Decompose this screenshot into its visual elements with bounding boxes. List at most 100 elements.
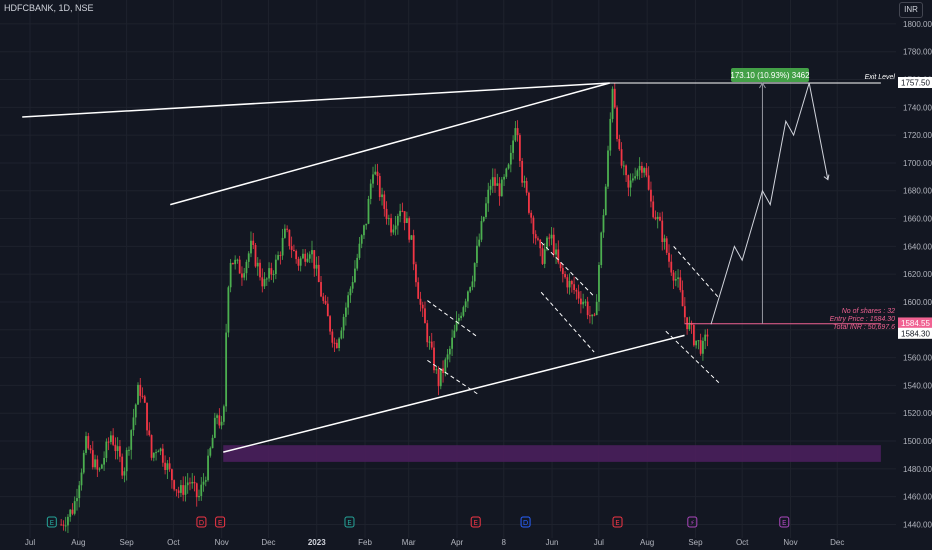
candle-up [229, 262, 232, 288]
candle-down [385, 208, 388, 220]
candle-up [265, 278, 268, 280]
event-marker-glyph: E [782, 519, 786, 527]
candle-up [467, 291, 469, 302]
candle-down [415, 264, 417, 283]
candle-down [577, 291, 580, 299]
candle-down [650, 189, 652, 202]
candle-down [164, 462, 167, 470]
candle-down [173, 480, 176, 490]
candle-up [503, 176, 505, 180]
candle-up [315, 264, 318, 269]
candle-up [67, 516, 69, 526]
candle-down [112, 435, 115, 445]
candle-up [157, 451, 160, 453]
candle-up [64, 525, 67, 527]
candle-down [290, 246, 293, 250]
channel-dashed-line [540, 291, 595, 353]
x-tick-label: Jul [594, 538, 604, 547]
event-marker-glyph: ⚡ [690, 519, 695, 527]
x-tick-label: Apr [451, 538, 464, 547]
candle-up [555, 249, 557, 255]
candle-up [220, 421, 223, 426]
candle-down [433, 347, 435, 371]
candle-up [198, 495, 200, 498]
forecast-arrowhead [823, 174, 830, 181]
x-tick-label: Aug [71, 538, 85, 547]
candle-down [91, 450, 94, 468]
candle-up [451, 337, 453, 349]
candle-up [629, 180, 632, 188]
candle-down [699, 340, 702, 354]
candle-up [509, 152, 512, 165]
candle-up [444, 359, 447, 373]
demand-zone [223, 445, 881, 462]
event-marker [520, 516, 531, 528]
price-label-last: 1584.55 [901, 319, 930, 328]
x-tick-label: Oct [167, 538, 180, 547]
candle-up [591, 314, 594, 317]
candle-up [272, 274, 275, 276]
y-tick-label: 1500.00 [903, 437, 932, 446]
candle-down [516, 128, 519, 136]
candle-down [548, 237, 551, 239]
gain-badge-text: 173.10 (10.93%) 3462 [730, 71, 810, 80]
symbol-title: HDFCBANK, 1D, NSE [4, 3, 94, 13]
candle-down [279, 255, 282, 257]
event-markers-layer: E D E E E D E ⚡ E [46, 516, 790, 528]
x-tick-label: Jun [546, 538, 559, 547]
candle-up [222, 406, 225, 422]
candle-up [543, 249, 546, 264]
candle-down [692, 325, 695, 346]
candle-down [670, 261, 673, 273]
candle-up [609, 118, 612, 151]
position-info-line: No of shares : 32 [842, 308, 895, 315]
candle-up [622, 165, 625, 167]
candle-up [132, 417, 135, 431]
candle-down [288, 229, 291, 247]
candle-down [89, 448, 92, 451]
candle-down [238, 259, 241, 274]
candle-up [245, 261, 248, 274]
candle-up [405, 218, 408, 223]
candle-up [268, 268, 270, 279]
candle-up [123, 471, 126, 476]
x-tick-label: 2023 [308, 538, 326, 547]
candle-up [512, 140, 515, 153]
currency-button[interactable]: INR [899, 2, 923, 18]
candle-up [584, 301, 587, 303]
candle-down [521, 160, 524, 183]
candle-down [616, 107, 618, 140]
x-tick-label: Oct [736, 538, 749, 547]
candle-up [410, 235, 413, 240]
candle-down [96, 459, 99, 470]
candle-up [568, 280, 571, 288]
candle-down [195, 483, 198, 498]
channel-dashed-line [427, 300, 478, 338]
candle-up [523, 181, 526, 183]
candle-up [496, 183, 499, 186]
candle-down [139, 384, 142, 396]
candle-up [186, 482, 189, 486]
candle-up [643, 168, 646, 173]
candle-down [659, 216, 661, 221]
candle-up [611, 88, 614, 119]
channel-dashed-line [673, 246, 720, 299]
candle-down [679, 277, 682, 291]
exit-level-label: Exit Level [865, 74, 896, 81]
candle-up [159, 448, 162, 452]
candle-up [674, 278, 677, 281]
candle-up [688, 322, 691, 330]
candle-down [419, 298, 422, 305]
candle-down [424, 308, 426, 324]
y-tick-label: 1660.00 [903, 215, 932, 224]
event-marker-glyph: E [473, 519, 477, 527]
candle-up [116, 446, 119, 452]
candle-down [390, 218, 392, 233]
trendline [22, 82, 610, 118]
candle-up [134, 404, 137, 418]
x-tick-label: Sep [688, 538, 703, 547]
x-tick-label: Nov [215, 538, 229, 547]
candle-up [478, 239, 481, 246]
candle-down [706, 334, 709, 337]
